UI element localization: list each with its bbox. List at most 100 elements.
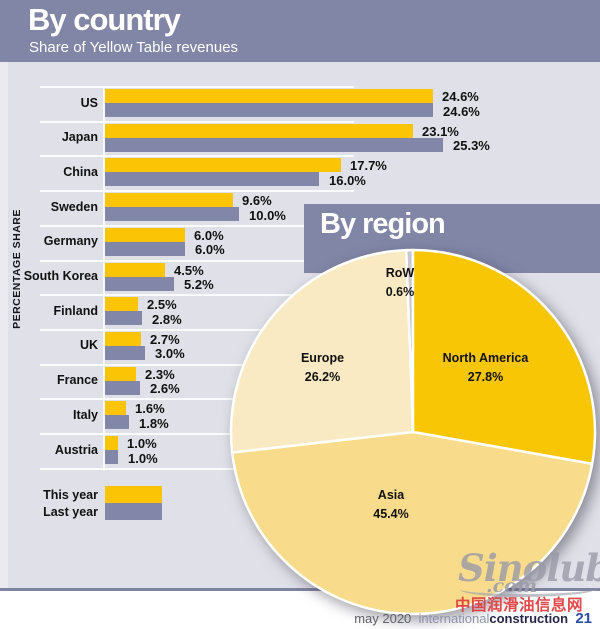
bar-this-year <box>105 297 138 312</box>
bar-this-year <box>105 227 185 242</box>
bar-last-year <box>105 207 239 222</box>
page-title: By country <box>28 2 181 37</box>
footer-strip <box>0 591 600 629</box>
bar-value-this-year: 17.7% <box>350 158 387 174</box>
bar-this-year <box>105 193 233 208</box>
bar-this-year <box>105 436 118 450</box>
country-label: US <box>80 95 98 110</box>
bar-value-last-year: 5.2% <box>184 277 214 292</box>
bar-value-this-year: 1.6% <box>135 401 165 417</box>
watermark-swoosh <box>460 580 598 597</box>
pie-label-europe-name: Europe <box>300 351 345 365</box>
country-label: UK <box>79 338 98 353</box>
bar-value-this-year: 2.5% <box>147 297 177 313</box>
bar-value-last-year: 25.3% <box>453 138 490 154</box>
row-divider <box>40 224 354 227</box>
country-label: Japan <box>61 130 98 145</box>
bar-last-year <box>105 415 129 430</box>
bar-this-year <box>105 158 341 173</box>
bar-value-last-year: 2.8% <box>152 311 182 327</box>
bar-last-year <box>105 380 140 395</box>
pie-slice-north-america <box>411 248 597 466</box>
country-label: Italy <box>72 407 98 422</box>
footer-divider-line <box>0 588 600 591</box>
pie-chart <box>229 248 597 616</box>
bar-this-year <box>105 89 433 103</box>
watermark-domain: .com <box>486 575 537 597</box>
left-margin-strip <box>0 62 8 589</box>
country-label: Sweden <box>50 199 98 214</box>
bar-last-year <box>105 450 118 464</box>
row-divider <box>40 328 354 331</box>
bar-value-last-year: 6.0% <box>195 242 225 258</box>
bar-value-last-year: 16.0% <box>329 172 366 188</box>
bar-this-year <box>105 366 136 381</box>
bar-value-this-year: 2.7% <box>150 331 180 347</box>
pie-label-north-america-value: 27.8% <box>467 370 504 384</box>
pie-label-row-value: 0.6% <box>385 285 415 299</box>
row-divider <box>40 467 354 470</box>
footer-text: may 2020 internationalconstruction 21 <box>354 610 592 627</box>
bar-value-last-year: 1.0% <box>128 450 158 466</box>
footer-date: may 2020 <box>354 611 412 626</box>
row-divider <box>40 259 354 262</box>
axis-baseline <box>103 86 105 471</box>
pie-label-asia: Asia 45.4% <box>336 486 446 524</box>
legend-label-last-year: Last year <box>43 505 98 519</box>
bar-value-this-year: 4.5% <box>174 262 204 278</box>
pie-label-asia-name: Asia <box>377 488 405 502</box>
bar-last-year <box>105 241 185 256</box>
bar-value-this-year: 24.6% <box>442 89 479 104</box>
bar-this-year <box>105 331 141 346</box>
bar-value-this-year: 23.1% <box>422 123 459 139</box>
pie-slice-asia <box>230 430 594 616</box>
region-title: By region <box>320 208 446 240</box>
pie-label-north-america-name: North America <box>442 351 529 365</box>
country-label: Austria <box>54 442 98 457</box>
country-label: France <box>57 373 98 388</box>
bar-this-year <box>105 262 165 277</box>
bar-value-last-year: 1.8% <box>139 415 169 431</box>
footer-magazine-construction: construction <box>489 611 569 626</box>
bar-last-year <box>105 276 174 291</box>
pie-label-row: RoW 0.6% <box>372 264 428 302</box>
bar-this-year <box>105 123 413 138</box>
pie-slice-europe <box>229 248 415 454</box>
legend-label-this-year: This year <box>43 488 98 502</box>
row-divider <box>40 294 354 297</box>
row-divider <box>40 190 354 193</box>
row-divider <box>40 433 354 435</box>
bar-value-this-year: 1.0% <box>127 436 157 451</box>
row-divider <box>40 86 354 88</box>
bar-value-last-year: 3.0% <box>155 346 185 362</box>
pie-label-asia-value: 45.4% <box>373 507 409 521</box>
country-label: South Korea <box>23 269 98 283</box>
watermark-chinese-text: 中国润滑油信息网 <box>455 597 584 614</box>
country-label: China <box>63 164 98 179</box>
bar-last-year <box>105 172 319 187</box>
bar-value-this-year: 6.0% <box>194 227 224 243</box>
bar-last-year <box>105 311 142 326</box>
pie-label-row-name: RoW <box>385 266 415 280</box>
bar-value-last-year: 2.6% <box>150 381 180 397</box>
row-divider <box>40 398 354 401</box>
bar-value-last-year: 10.0% <box>249 207 286 223</box>
bar-last-year <box>105 345 145 360</box>
bar-value-this-year: 9.6% <box>242 193 272 209</box>
pie-label-europe-value: 26.2% <box>304 370 341 384</box>
legend-swatch-last-year <box>105 503 162 520</box>
bar-last-year <box>105 137 443 152</box>
footer-magazine-international: international <box>418 611 490 626</box>
footer-page-number: 21 <box>575 610 592 627</box>
country-label: Germany <box>43 234 98 249</box>
bar-value-last-year: 24.6% <box>443 103 480 119</box>
pie-label-europe: Europe 26.2% <box>270 349 375 387</box>
row-divider <box>40 120 354 123</box>
pie-label-north-america: North America 27.8% <box>413 349 558 387</box>
bar-last-year <box>105 103 433 117</box>
header-band <box>0 0 600 62</box>
bar-value-this-year: 2.3% <box>145 366 175 382</box>
row-divider <box>40 363 354 366</box>
page-subtitle: Share of Yellow Table revenues <box>29 39 239 56</box>
